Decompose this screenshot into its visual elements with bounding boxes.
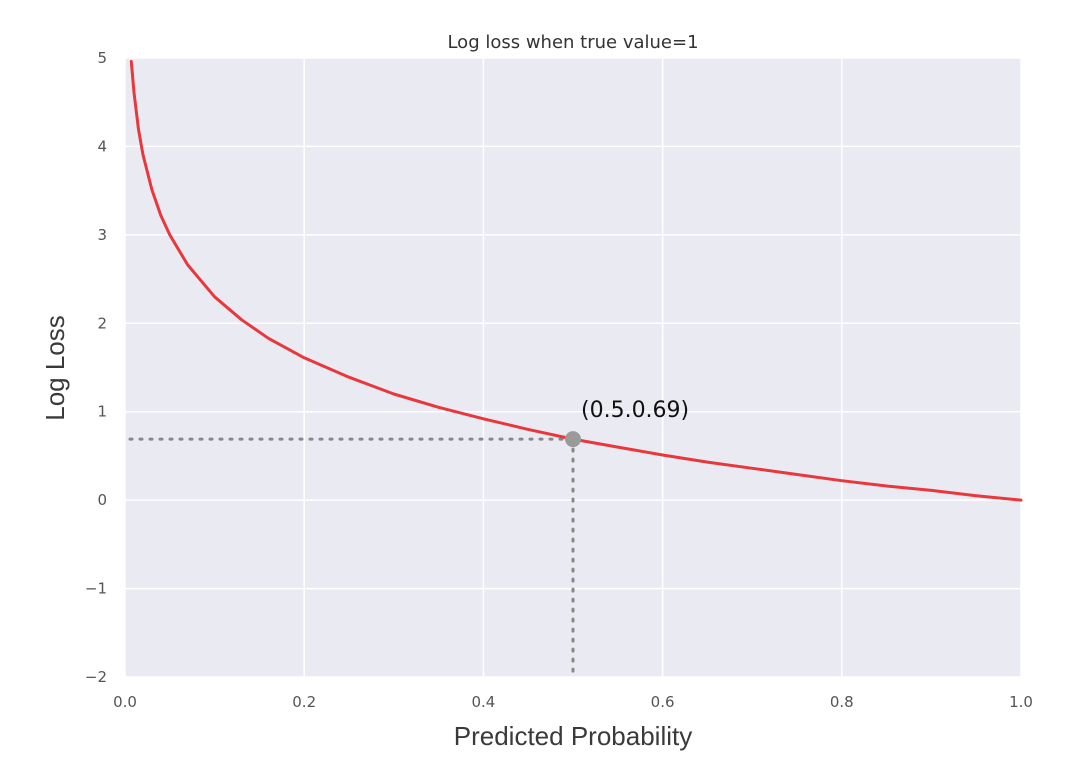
highlight-point-marker: [565, 431, 581, 448]
x-tick-label: 0.6: [651, 693, 675, 711]
x-tick-label: 0.2: [292, 693, 316, 711]
y-tick-label: 3: [97, 226, 107, 244]
y-tick-label: 1: [97, 403, 107, 421]
x-tick-label: 0.4: [471, 693, 495, 711]
y-tick-label: −2: [85, 668, 107, 686]
y-tick-label: 0: [97, 491, 107, 509]
y-tick-label: 2: [97, 314, 107, 332]
plot-area: [125, 58, 1021, 677]
x-tick-label: 0.0: [113, 693, 137, 711]
y-tick-label: −1: [85, 580, 107, 598]
x-axis-label: Predicted Probability: [454, 721, 692, 751]
highlight-point-label: (0.5.0.69): [581, 398, 689, 423]
x-tick-label: 1.0: [1009, 693, 1033, 711]
y-tick-labels: 5 4 3 2 1 0 −1 −2: [85, 49, 107, 686]
guide-lines: [128, 437, 575, 679]
y-tick-label: 5: [97, 49, 107, 67]
x-tick-labels: 0.0 0.2 0.4 0.6 0.8 1.0: [113, 693, 1033, 711]
x-tick-label: 0.8: [830, 693, 854, 711]
y-tick-label: 4: [97, 137, 107, 155]
y-axis-label: Log Loss: [40, 315, 70, 421]
chart-title: Log loss when true value=1: [447, 32, 698, 53]
log-loss-curve: [129, 60, 1023, 502]
